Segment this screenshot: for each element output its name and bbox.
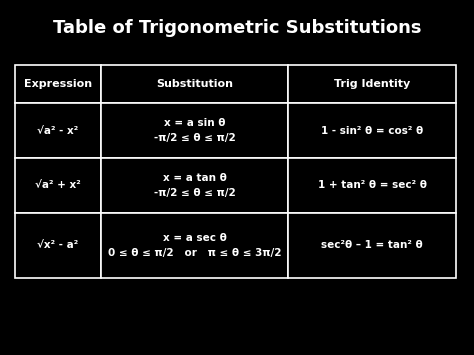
Text: 1 + tan² θ = sec² θ: 1 + tan² θ = sec² θ (318, 180, 427, 191)
Text: √a² - x²: √a² - x² (37, 126, 79, 136)
Text: x = a sec θ
0 ≤ θ ≤ π/2   or   π ≤ θ ≤ 3π/2: x = a sec θ 0 ≤ θ ≤ π/2 or π ≤ θ ≤ 3π/2 (108, 233, 282, 258)
Text: Expression: Expression (24, 79, 92, 89)
Text: x = a sin θ
-π/2 ≤ θ ≤ π/2: x = a sin θ -π/2 ≤ θ ≤ π/2 (154, 118, 236, 143)
Text: x = a tan θ
-π/2 ≤ θ ≤ π/2: x = a tan θ -π/2 ≤ θ ≤ π/2 (154, 173, 236, 198)
Bar (101, 213, 288, 278)
Text: √a² + x²: √a² + x² (35, 180, 81, 191)
Text: Trig Identity: Trig Identity (334, 79, 410, 89)
Bar (288, 158, 456, 213)
Bar (101, 65, 288, 103)
Bar (288, 213, 456, 278)
Text: 1 - sin² θ = cos² θ: 1 - sin² θ = cos² θ (321, 126, 423, 136)
Bar (15, 213, 101, 278)
Text: Substitution: Substitution (156, 79, 233, 89)
Bar (15, 65, 101, 103)
Bar (288, 103, 456, 158)
Text: sec²θ – 1 = tan² θ: sec²θ – 1 = tan² θ (321, 240, 423, 251)
Text: Table of Trigonometric Substitutions: Table of Trigonometric Substitutions (53, 19, 421, 37)
Bar (288, 65, 456, 103)
Bar (101, 158, 288, 213)
Text: √x² - a²: √x² - a² (37, 240, 79, 251)
Bar (15, 103, 101, 158)
Bar (101, 103, 288, 158)
Bar (15, 158, 101, 213)
